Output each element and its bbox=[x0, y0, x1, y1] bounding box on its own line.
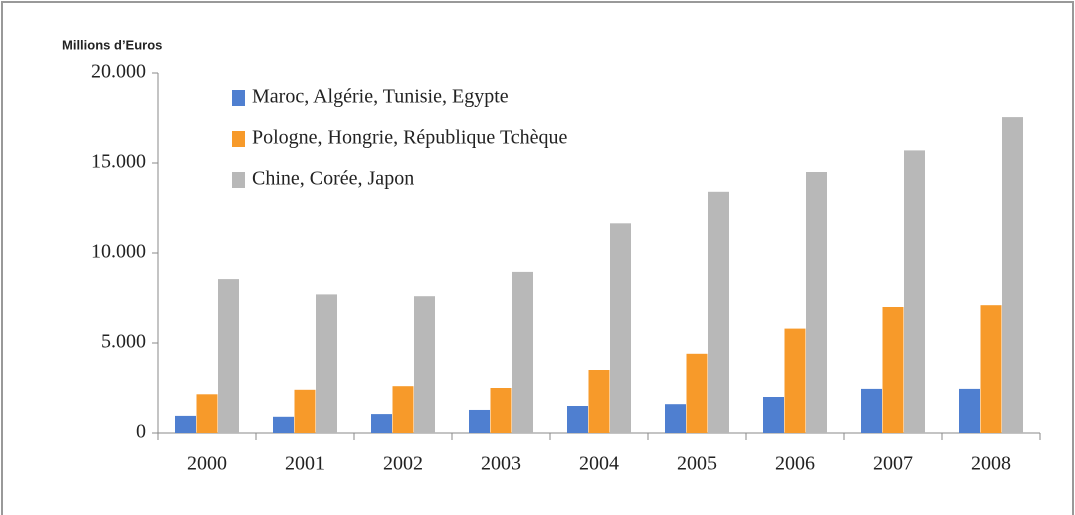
bar bbox=[588, 370, 610, 433]
legend-swatch bbox=[232, 172, 245, 188]
bar bbox=[959, 388, 980, 433]
y-tick-label: 20.000 bbox=[91, 61, 146, 83]
x-tick-label: 2005 bbox=[677, 453, 717, 475]
x-tick-label: 2001 bbox=[285, 453, 325, 475]
y-tick-label: 10.000 bbox=[91, 241, 146, 263]
x-tick-label: 2000 bbox=[187, 453, 227, 475]
x-tick-label: 2004 bbox=[579, 453, 619, 475]
x-tick-label: 2003 bbox=[481, 453, 521, 475]
y-axis-label: Millions d’Euros bbox=[62, 37, 162, 52]
legend-label: Maroc, Algérie, Tunisie, Egypte bbox=[252, 86, 509, 108]
bar bbox=[371, 414, 392, 433]
y-tick-label: 15.000 bbox=[91, 151, 146, 173]
bar bbox=[175, 415, 196, 433]
bar bbox=[218, 279, 239, 433]
bar bbox=[567, 406, 588, 433]
bar bbox=[806, 172, 827, 433]
bar bbox=[512, 271, 533, 433]
bar bbox=[1002, 117, 1023, 433]
y-tick-label: 5.000 bbox=[101, 331, 146, 353]
y-tick-label: 0 bbox=[136, 421, 146, 443]
legend-swatch bbox=[232, 90, 245, 106]
x-tick-label: 2008 bbox=[971, 453, 1011, 475]
bar bbox=[294, 389, 316, 433]
bar bbox=[784, 328, 806, 433]
bar bbox=[882, 307, 904, 433]
bar bbox=[904, 150, 925, 433]
bar bbox=[980, 305, 1002, 433]
bar bbox=[392, 386, 414, 433]
x-tick-label: 2002 bbox=[383, 453, 423, 475]
x-tick-label: 2007 bbox=[873, 453, 913, 475]
bar bbox=[490, 388, 512, 433]
bar bbox=[665, 404, 686, 433]
bar bbox=[196, 394, 218, 433]
bar bbox=[316, 294, 337, 433]
bar bbox=[414, 296, 435, 433]
bar bbox=[763, 397, 784, 433]
legend-label: Pologne, Hongrie, République Tchèque bbox=[252, 127, 568, 149]
bar bbox=[861, 388, 882, 433]
bar bbox=[686, 353, 708, 433]
bar bbox=[610, 223, 631, 433]
x-tick-label: 2006 bbox=[775, 453, 815, 475]
legend-label: Chine, Corée, Japon bbox=[252, 168, 414, 190]
bar bbox=[708, 191, 729, 433]
legend-swatch bbox=[232, 131, 245, 147]
bar bbox=[469, 409, 490, 433]
bar bbox=[273, 416, 294, 433]
